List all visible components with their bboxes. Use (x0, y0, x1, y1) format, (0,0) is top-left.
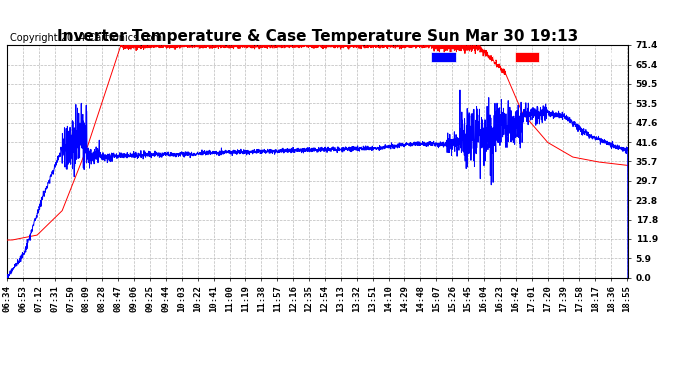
Legend: Case  (°C), Inverter  (°C): Case (°C), Inverter (°C) (430, 50, 623, 64)
Title: Inverter Temperature & Case Temperature Sun Mar 30 19:13: Inverter Temperature & Case Temperature … (57, 29, 578, 44)
Text: Copyright 2014 Cartronics.com: Copyright 2014 Cartronics.com (10, 33, 162, 43)
